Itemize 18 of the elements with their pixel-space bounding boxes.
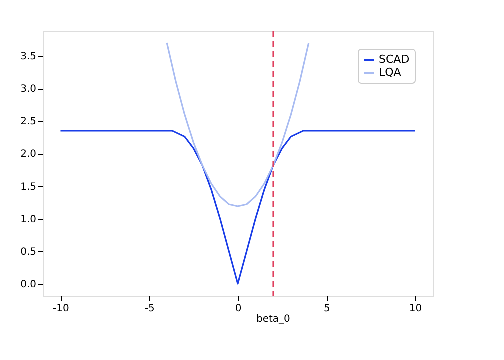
x-tick-label: -5 — [144, 304, 155, 314]
legend-label: LQA — [379, 66, 402, 79]
y-tick-label: 3.0 — [20, 84, 36, 96]
y-tick-label: 1.5 — [20, 182, 36, 193]
x-tick-label: 10 — [409, 304, 422, 314]
y-tick-label: 0.0 — [20, 279, 36, 290]
y-tick-label: 2.0 — [20, 149, 36, 160]
legend-label: SCAD — [379, 53, 410, 66]
y-tick-label: 3.5 — [20, 52, 36, 63]
y-tick-label: 1.0 — [20, 214, 36, 226]
x-tick-label: 0 — [235, 304, 242, 314]
ref-line-label: beta_0 — [256, 314, 290, 325]
y-tick-label: 2.5 — [20, 116, 36, 128]
y-tick-label: 0.5 — [20, 246, 36, 258]
line-series — [166, 42, 310, 208]
line-series — [60, 130, 416, 285]
x-tick-label: -10 — [53, 304, 70, 314]
x-tick-label: 5 — [324, 304, 330, 314]
